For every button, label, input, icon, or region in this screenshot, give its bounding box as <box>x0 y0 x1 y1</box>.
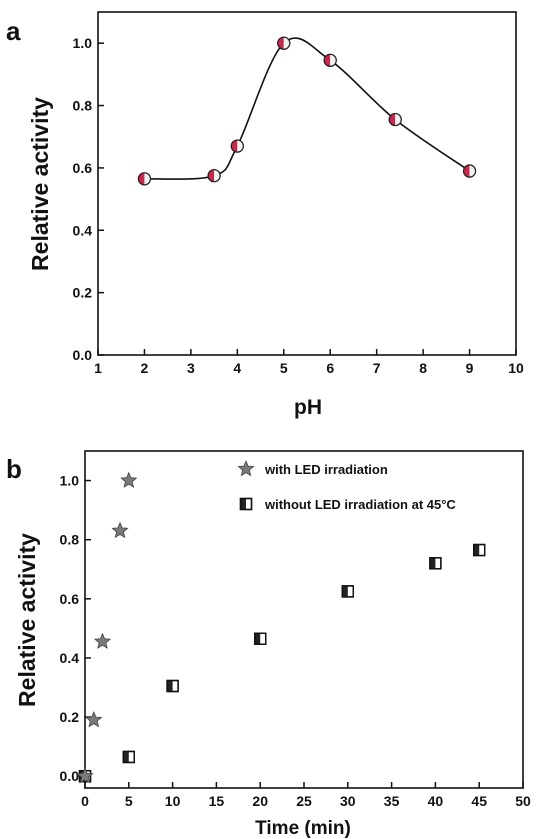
data-point-led <box>121 473 136 487</box>
y-tick-label-0: 0.8 <box>73 98 93 114</box>
data-point-no-led <box>474 545 485 556</box>
panel-label-a: a <box>6 16 21 46</box>
y-tick-label-0: 0.6 <box>73 160 93 176</box>
plot-frame-a <box>98 12 516 355</box>
data-point-a <box>208 170 220 182</box>
x-tick-label-1: 50 <box>515 793 531 809</box>
x-tick-label-0: 3 <box>187 360 195 376</box>
x-tick-label-0: 10 <box>508 360 524 376</box>
x-tick-label-0: 7 <box>373 360 381 376</box>
legend-label-led: with LED irradiation <box>264 462 388 477</box>
x-tick-label-0: 4 <box>233 360 241 376</box>
data-point-a <box>464 165 476 177</box>
data-point-a <box>138 173 150 185</box>
x-tick-label-1: 15 <box>209 793 225 809</box>
data-point-a <box>389 114 401 126</box>
chart-b: b 0.0 0.2 0.4 0.6 0.8 1.0 0 5 10 15 20 25 30 35 40 45 5… <box>6 451 531 839</box>
data-point-led <box>112 523 127 538</box>
data-point-no-led <box>430 558 441 569</box>
legend-marker-led <box>238 461 253 476</box>
panel-label-b: b <box>6 454 22 484</box>
y-tick-label-0: 0.0 <box>73 347 93 363</box>
y-tick-label-0: 1.0 <box>73 35 93 51</box>
x-tick-label-1: 40 <box>428 793 444 809</box>
y-tick-label-1: 0.2 <box>60 709 80 725</box>
data-point-no-led <box>342 586 353 597</box>
data-point-no-led <box>123 751 134 762</box>
x-tick-label-0: 2 <box>141 360 149 376</box>
x-tick-label-0: 1 <box>94 360 102 376</box>
y-tick-label-1: 0.8 <box>60 532 80 548</box>
x-tick-label-1: 10 <box>165 793 181 809</box>
x-tick-label-1: 5 <box>125 793 133 809</box>
data-point-a <box>324 54 336 66</box>
x-tick-label-1: 30 <box>340 793 356 809</box>
x-axis-label-b: Time (min) <box>255 818 351 839</box>
x-tick-label-0: 9 <box>466 360 474 376</box>
data-point-no-led <box>167 681 178 692</box>
y-tick-label-0: 0.2 <box>73 285 93 301</box>
x-tick-label-1: 0 <box>81 793 89 809</box>
data-point-led <box>86 712 101 727</box>
y-tick-label-1: 0.0 <box>60 768 80 784</box>
data-point-a <box>231 140 243 152</box>
y-tick-label-1: 1.0 <box>60 473 80 489</box>
y-tick-label-0: 0.4 <box>73 222 93 238</box>
data-point-no-led <box>255 633 266 644</box>
y-tick-label-1: 0.4 <box>60 650 80 666</box>
data-point-led <box>95 634 110 648</box>
x-tick-label-0: 8 <box>419 360 427 376</box>
x-tick-label-0: 5 <box>280 360 288 376</box>
x-axis-label-a: pH <box>294 396 322 419</box>
data-point-a <box>278 37 290 49</box>
y-axis-label-b: Relative activity <box>14 533 40 707</box>
x-tick-label-0: 6 <box>326 360 334 376</box>
x-tick-label-1: 35 <box>384 793 400 809</box>
fit-curve-a <box>144 38 469 179</box>
x-tick-label-1: 45 <box>471 793 487 809</box>
legend-marker-no-led <box>241 499 252 510</box>
chart-a: a 0.0 0.2 0.4 0.6 0.8 1.0 1 2 3 4 5 6 7 8 9 10 pH Rela… <box>6 12 524 419</box>
y-axis-label-a: Relative activity <box>27 97 53 271</box>
legend-b: with LED irradiation without LED irradia… <box>238 461 456 512</box>
y-tick-label-1: 0.6 <box>60 591 80 607</box>
x-tick-label-1: 20 <box>252 793 268 809</box>
x-tick-label-1: 25 <box>296 793 312 809</box>
legend-label-no-led: without LED irradiation at 45°C <box>264 497 456 512</box>
